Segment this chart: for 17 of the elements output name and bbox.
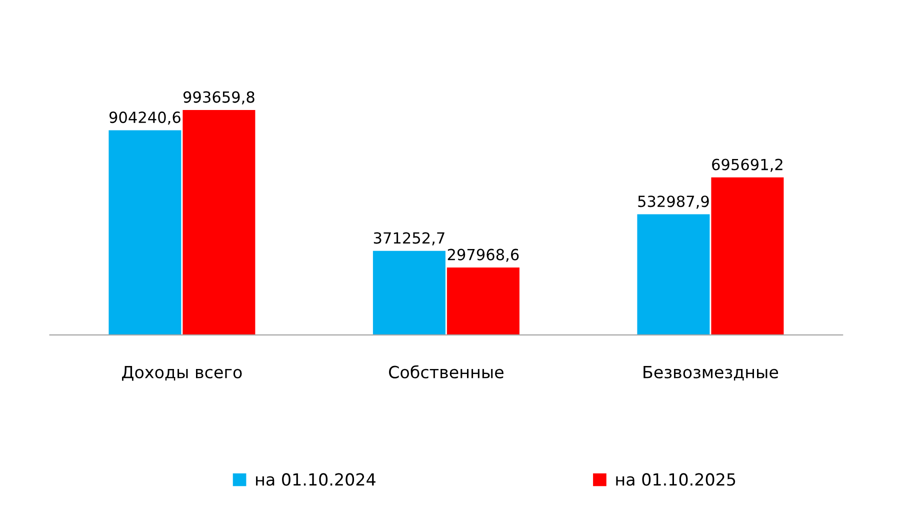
legend-label: на 01.10.2025: [616, 473, 736, 486]
data-label: 904240,6: [109, 112, 180, 125]
bar: [108, 130, 182, 335]
x-tick-label: Безвозмездные: [644, 366, 778, 380]
bar: [446, 267, 520, 335]
data-label: 695691,2: [712, 158, 782, 172]
x-tick-label: Доходы всего: [122, 366, 242, 381]
data-label: 532987,9: [638, 196, 709, 209]
x-tick-label: Собственные: [389, 365, 504, 378]
data-label: 371252,7: [374, 232, 444, 246]
data-label: 297968,6: [448, 248, 519, 262]
bar: [182, 110, 256, 335]
data-label: 993659,8: [183, 91, 254, 104]
bar: [372, 250, 446, 335]
bar: [637, 214, 710, 335]
legend-label: на 01.10.2024: [256, 473, 376, 486]
bar: [711, 177, 784, 335]
